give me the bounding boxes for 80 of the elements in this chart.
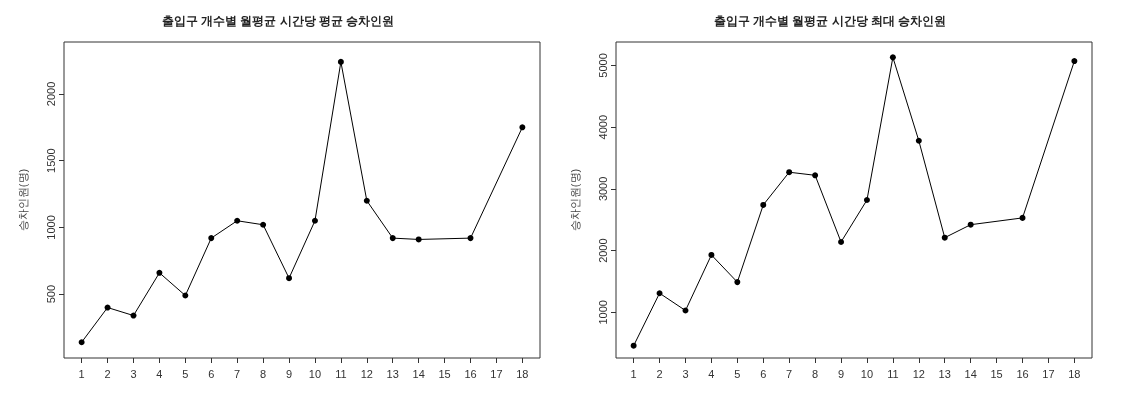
x-tick-label: 2 [104, 367, 111, 380]
x-tick-label: 16 [464, 367, 477, 380]
x-tick-label: 7 [234, 367, 241, 380]
point [78, 339, 85, 346]
y-tick-label: 3000 [596, 176, 609, 202]
x-tick-label: 5 [182, 367, 189, 380]
x-tick-label: 16 [1016, 367, 1029, 380]
y-tick-label: 2000 [596, 238, 609, 263]
x-tick-label: 18 [1068, 367, 1081, 380]
point [1071, 58, 1078, 65]
x-tick-label: 6 [208, 367, 215, 380]
y-axis-title: 승차인원(명) [16, 168, 29, 232]
point [415, 236, 422, 243]
point [311, 217, 318, 224]
x-tick-label: 14 [412, 367, 425, 380]
point [156, 269, 163, 276]
point [286, 275, 293, 282]
point [786, 169, 793, 176]
x-tick-label: 12 [360, 367, 373, 380]
x-tick-label: 8 [812, 367, 819, 380]
x-tick-label: 9 [837, 367, 845, 380]
point [337, 58, 344, 65]
point [967, 221, 974, 228]
y-tick-label: 1500 [44, 148, 57, 173]
point [1019, 214, 1026, 221]
point [812, 172, 819, 179]
x-tick-label: 8 [260, 367, 267, 380]
point [234, 217, 241, 224]
y-axis-title: 승차인원(명) [568, 168, 581, 232]
chart-title: 출입구 개수별 월평균 시간당 최대 승차인원 [713, 14, 947, 28]
x-tick-label: 13 [938, 367, 951, 380]
x-tick-label: 15 [438, 367, 451, 380]
point [863, 197, 870, 203]
x-tick-label: 3 [130, 367, 137, 380]
point [467, 235, 474, 242]
point [130, 312, 137, 319]
x-tick-label: 4 [708, 367, 715, 380]
x-tick-label: 15 [990, 367, 1003, 380]
point [941, 234, 948, 241]
x-tick-label: 5 [734, 367, 741, 380]
y-tick-label: 5000 [596, 53, 609, 78]
point [208, 235, 215, 242]
x-tick-label: 7 [786, 367, 793, 380]
y-tick-label: 500 [44, 285, 57, 304]
x-tick-label: 17 [1042, 367, 1055, 380]
chart-title: 출입구 개수별 월평균 시간당 평균 승차인원 [161, 14, 395, 28]
x-tick-label: 13 [386, 367, 399, 380]
x-tick-label: 18 [516, 367, 529, 380]
y-tick-label: 2000 [44, 81, 57, 107]
y-tick-label: 4000 [596, 114, 609, 140]
x-tick-label: 9 [285, 367, 293, 380]
point [734, 279, 741, 286]
x-tick-label: 12 [912, 367, 925, 380]
x-tick-label: 2 [656, 367, 663, 380]
point [915, 137, 922, 144]
point [389, 235, 396, 242]
point [889, 54, 896, 61]
x-tick-label: 17 [490, 367, 503, 380]
point [519, 124, 526, 131]
point [363, 197, 370, 204]
x-tick-label: 1 [630, 367, 637, 380]
y-tick-label: 1000 [596, 300, 609, 325]
x-tick-label: 11 [887, 367, 899, 380]
x-tick-label: 11 [335, 367, 347, 380]
x-tick-label: 14 [964, 367, 977, 380]
x-tick-label: 6 [760, 367, 767, 380]
y-tick-label: 1000 [44, 215, 57, 240]
x-tick-label: 10 [308, 367, 322, 380]
x-tick-label: 10 [860, 367, 874, 380]
point [104, 304, 111, 311]
x-tick-label: 4 [156, 367, 163, 380]
x-tick-label: 1 [78, 367, 85, 380]
point [656, 290, 663, 297]
x-tick-label: 3 [682, 367, 689, 380]
point [630, 342, 637, 349]
point [760, 201, 767, 208]
point [260, 221, 267, 228]
point [708, 251, 715, 258]
point [682, 307, 689, 314]
point [838, 238, 845, 245]
